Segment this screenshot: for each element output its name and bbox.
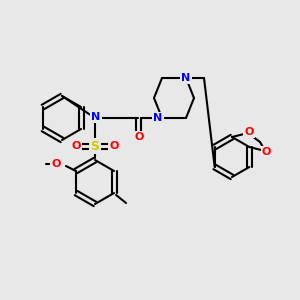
Text: O: O [262,147,271,157]
Text: N: N [153,113,163,123]
Text: S: S [91,140,100,152]
Text: O: O [244,127,254,137]
Text: O: O [71,141,81,151]
Text: O: O [134,132,144,142]
Text: N: N [92,112,100,122]
Text: N: N [182,73,190,83]
Text: O: O [51,159,61,169]
Text: O: O [109,141,119,151]
